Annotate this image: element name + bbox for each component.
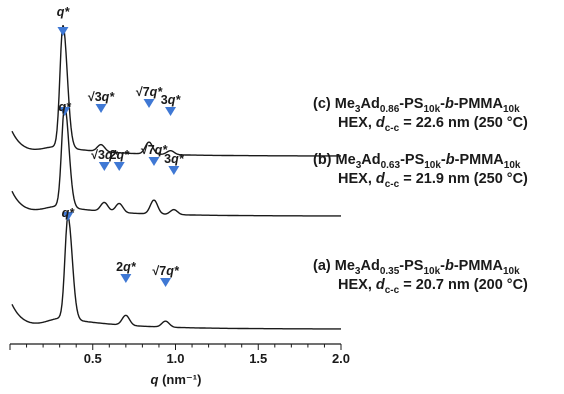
peak-label-b-3: √7q* — [141, 143, 168, 157]
peak-label-b-0: q* — [58, 100, 72, 114]
series-label-a-line1: (a) Me3​Ad0.35​-PS10k​-b-PMMA10k​ — [313, 258, 520, 277]
peak-marker-c-3 — [165, 107, 177, 116]
x-tick-label: 1.5 — [249, 351, 267, 366]
peak-label-c-0: q* — [57, 5, 71, 19]
scattering-curve-a — [11, 213, 341, 330]
series-label-c-line2: HEX, dc-c​ = 22.6 nm (250 °C) — [338, 115, 528, 134]
x-tick-label: 2.0 — [332, 351, 350, 366]
x-tick-label: 0.5 — [84, 351, 102, 366]
peak-label-b-4: 3q* — [164, 152, 185, 166]
series-label-b-line2: HEX, dc-c​ = 21.9 nm (250 °C) — [338, 171, 528, 190]
peak-marker-b-0 — [59, 107, 71, 116]
peak-marker-b-1 — [98, 162, 110, 171]
peak-label-a-1: 2q* — [116, 260, 137, 274]
scattering-curve-c — [11, 25, 341, 157]
peak-label-c-2: √7q* — [136, 85, 163, 99]
peak-label-a-0: q* — [62, 206, 76, 220]
curves-layer — [11, 25, 341, 330]
peak-marker-c-2 — [143, 99, 155, 108]
peak-label-c-3: 3q* — [161, 93, 182, 107]
peak-marker-b-4 — [168, 166, 180, 175]
series-label-a-line2: HEX, dc-c​ = 20.7 nm (200 °C) — [338, 277, 528, 296]
peak-marker-c-0 — [57, 27, 69, 36]
series-labels-layer: (a) Me3​Ad0.35​-PS10k​-b-PMMA10k​HEX, dc… — [313, 96, 528, 296]
peak-marker-b-3 — [148, 157, 160, 166]
peak-label-a-2: √7q* — [152, 264, 179, 278]
peak-marker-a-0 — [62, 212, 74, 221]
x-axis: 0.5 1.0 1.5 2.0 q (nm⁻¹) — [9, 343, 350, 387]
series-label-b-line1: (b) Me3​Ad0.63​-PS10k​-b-PMMA10k​ — [313, 152, 521, 171]
peak-label-c-1: √3q* — [88, 90, 115, 104]
x-axis-label: q (nm⁻¹) — [151, 372, 202, 387]
series-label-c-line1: (c) Me3​Ad0.86​-PS10k​-b-PMMA10k​ — [313, 96, 520, 115]
peak-label-b-2: 2q* — [110, 148, 131, 162]
peak-marker-c-1 — [95, 104, 107, 113]
peak-marker-a-1 — [120, 274, 132, 283]
peak-marker-a-2 — [160, 278, 172, 287]
peak-markers-layer: q*2q* √7q*q*√3q*2q* √7q*3q*q*√3q* √7q*3q* — [57, 5, 185, 287]
x-tick-label: 1.0 — [166, 351, 184, 366]
peak-marker-b-2 — [113, 162, 125, 171]
scattering-curve-b — [11, 104, 341, 217]
peak-label-b-1: √3q* — [91, 148, 118, 162]
